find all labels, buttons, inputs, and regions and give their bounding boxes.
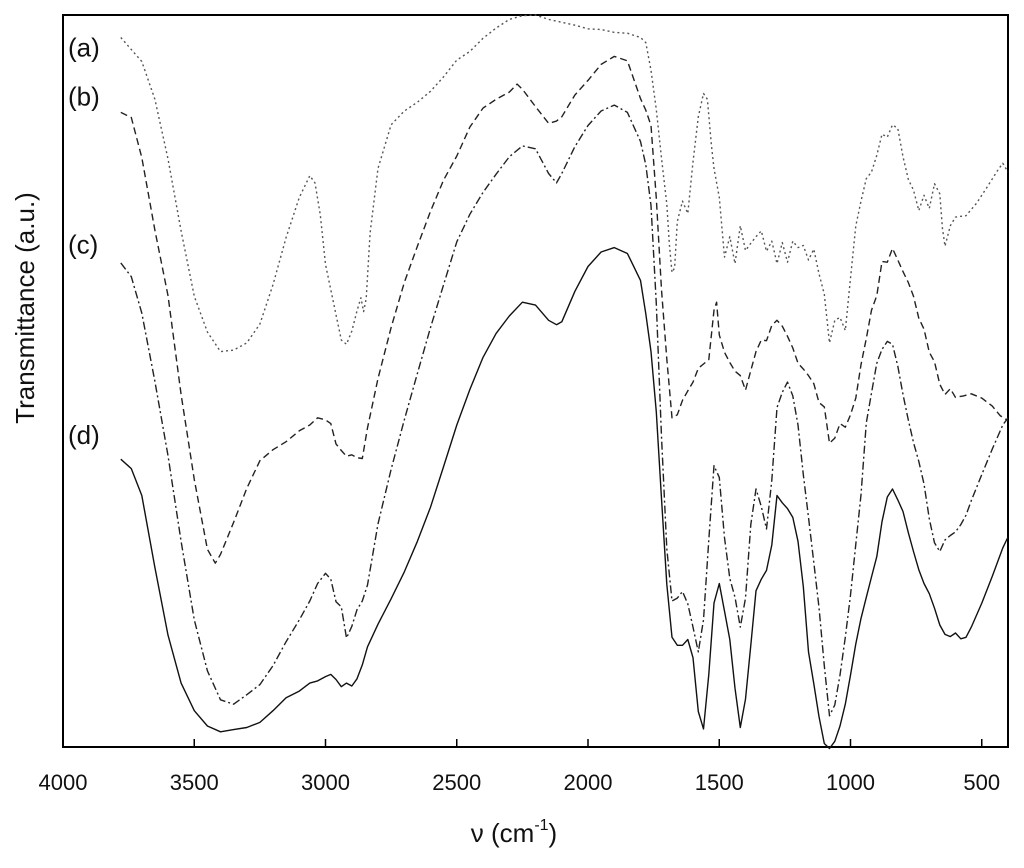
x-axis-label-sup: -1 <box>534 817 548 834</box>
x-tick-label: 3500 <box>170 770 219 795</box>
x-tick-label: 1500 <box>695 770 744 795</box>
series-line-2 <box>120 55 1009 564</box>
plot-frame <box>62 14 1009 748</box>
series-layer <box>120 14 1009 750</box>
series-line-1 <box>120 14 1009 353</box>
series-label-4: (d) <box>68 420 100 450</box>
x-axis-label-main: ν (cm <box>471 818 535 848</box>
x-axis-label-close: ) <box>549 818 558 848</box>
series-label-layer: (a) (b) (c) (d) <box>68 33 100 450</box>
x-tick-label: 2000 <box>564 770 613 795</box>
series-line-3 <box>120 104 1009 717</box>
series-label-1: (a) <box>68 33 100 63</box>
series-line-4 <box>120 246 1009 750</box>
y-axis-label: Transmittance (a.u.) <box>10 192 40 424</box>
x-tick-label: 4000 <box>39 770 88 795</box>
x-axis-label: ν (cm-1) <box>471 817 557 848</box>
x-tick-label: 1000 <box>826 770 875 795</box>
x-axis-ticks: 4000 3500 3000 2500 2000 1500 1000 500 <box>39 739 1000 795</box>
x-tick-label: 2500 <box>432 770 481 795</box>
series-label-2: (b) <box>68 81 100 111</box>
x-tick-label: 3000 <box>301 770 350 795</box>
x-tick-label: 500 <box>963 770 1000 795</box>
series-label-3: (c) <box>68 230 98 260</box>
